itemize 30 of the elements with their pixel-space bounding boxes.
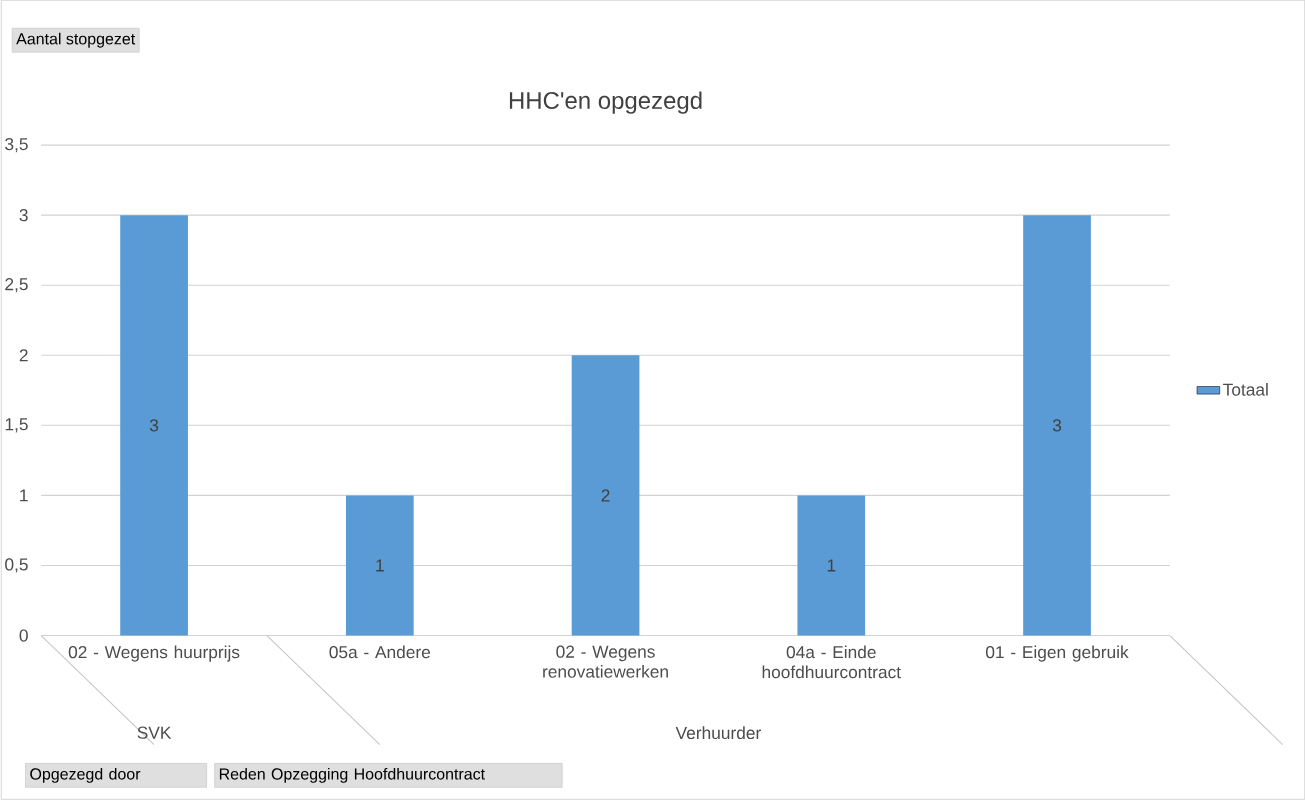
x-tick-label: 02 - Wegens renovatiewerken bbox=[543, 645, 668, 678]
bar bbox=[797, 495, 866, 636]
data-label: 1 bbox=[376, 559, 384, 572]
text: Verhuurder bbox=[675, 726, 761, 740]
y-tick-label: 2,5 bbox=[5, 278, 28, 293]
y-tick-label: 0,5 bbox=[5, 558, 28, 573]
bar bbox=[345, 495, 414, 636]
text: Opgezegd door bbox=[30, 768, 141, 784]
data-label: 3 bbox=[149, 419, 159, 432]
y-tick-label: 2 bbox=[19, 349, 28, 362]
legend-label: Totaal bbox=[1223, 383, 1268, 396]
data-label: 1 bbox=[827, 559, 836, 572]
data-label: 3 bbox=[1052, 419, 1062, 432]
bar bbox=[571, 355, 640, 636]
bar bbox=[120, 215, 188, 636]
text: Aantal stopgezet bbox=[16, 32, 136, 48]
text: SVK bbox=[137, 726, 172, 740]
chart-title: HHC'en opgezegd bbox=[509, 91, 702, 114]
x-tick-label: 01 - Eigen gebruik bbox=[985, 645, 1129, 662]
x-tick-label: 05a - Andere bbox=[329, 645, 431, 659]
y-tick-label: 3,5 bbox=[5, 138, 28, 153]
bar bbox=[1023, 215, 1091, 636]
y-tick-label: 1,5 bbox=[5, 418, 28, 433]
y-tick-label: 0 bbox=[19, 629, 28, 642]
text: Reden Opzegging Hoofdhuurcontract bbox=[219, 768, 485, 784]
data-label: 2 bbox=[601, 489, 610, 502]
y-tick-label: 1 bbox=[20, 489, 28, 502]
x-tick-label: 04a - Einde hoofdhuurcontract bbox=[762, 645, 901, 679]
x-tick-label: 02 - Wegens huurprijs bbox=[68, 645, 240, 662]
y-tick-label: 3 bbox=[19, 209, 28, 222]
